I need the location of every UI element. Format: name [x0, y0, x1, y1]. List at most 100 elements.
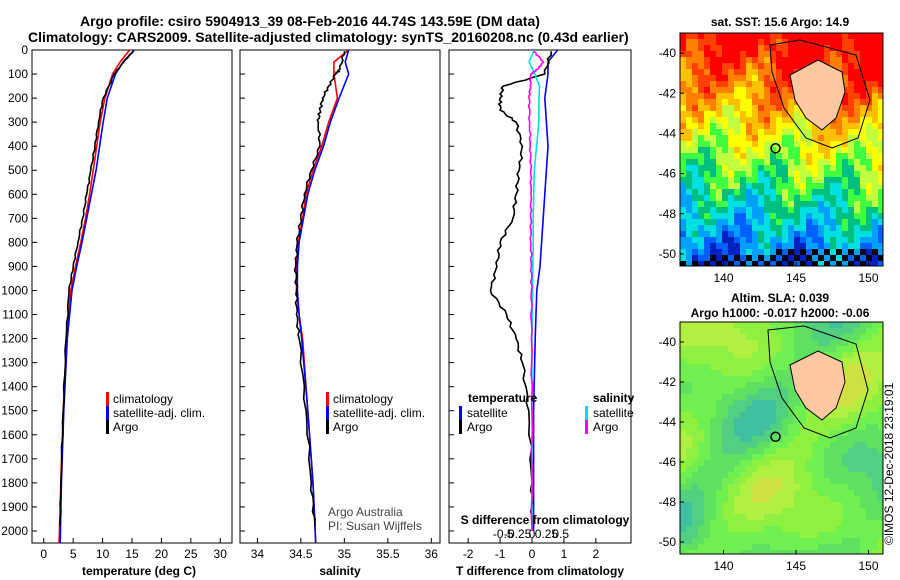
sla-cell	[692, 334, 698, 340]
sst-cell	[854, 129, 860, 135]
sst-cell	[704, 201, 710, 207]
sst-cell	[824, 219, 830, 225]
sla-cell	[680, 502, 686, 508]
sla-cell	[692, 364, 698, 370]
sst-cell	[722, 195, 728, 201]
sst-cell	[770, 129, 776, 135]
sla-cell	[692, 484, 698, 490]
sla-cell	[836, 400, 842, 406]
sla-cell	[836, 526, 842, 532]
sla-cell	[836, 340, 842, 346]
sst-cell	[806, 243, 812, 249]
sla-cell	[800, 322, 806, 328]
sst-cell	[878, 57, 883, 63]
sst-cell	[866, 165, 872, 171]
sst-cell	[710, 39, 716, 45]
sla-cell	[860, 496, 866, 502]
sst-cell	[776, 123, 782, 129]
sst-cell	[752, 111, 758, 117]
sla-cell	[782, 484, 788, 490]
sla-cell	[878, 364, 883, 370]
sst-cell	[704, 105, 710, 111]
difference-secondary-tick-label: 0	[529, 527, 536, 541]
sla-cell	[800, 496, 806, 502]
sst-cell	[824, 261, 830, 266]
sla-cell	[866, 508, 872, 514]
sla-cell	[836, 322, 842, 328]
sla-cell	[704, 514, 710, 520]
sla-cell	[860, 484, 866, 490]
sst-cell	[770, 243, 776, 249]
sla-cell	[872, 400, 878, 406]
sst-cell	[704, 165, 710, 171]
sst-cell	[728, 75, 734, 81]
salinity-x-tick-label: 35.5	[376, 547, 400, 561]
sla-cell	[872, 328, 878, 334]
sla-cell	[794, 454, 800, 460]
sla-cell	[818, 478, 824, 484]
sst-cell	[698, 255, 704, 261]
sla-cell	[764, 394, 770, 400]
sla-cell	[866, 406, 872, 412]
sla-cell	[848, 334, 854, 340]
sla-cell	[728, 388, 734, 394]
sst-cell	[836, 177, 842, 183]
sst-cell	[722, 225, 728, 231]
sla-cell	[842, 418, 848, 424]
sla-heatmap-cells	[680, 322, 883, 554]
sla-cell	[812, 550, 818, 554]
sst-cell	[854, 261, 860, 266]
sla-cell	[836, 352, 842, 358]
sla-cell	[764, 340, 770, 346]
sst-cell	[830, 39, 836, 45]
sst-cell	[818, 231, 824, 237]
sst-cell	[800, 147, 806, 153]
sla-cell	[728, 424, 734, 430]
sla-cell	[824, 550, 830, 554]
sla-cell	[788, 532, 794, 538]
sst-cell	[866, 201, 872, 207]
sla-cell	[680, 508, 686, 514]
legend-s-argo-swatch	[585, 420, 588, 434]
sla-cell	[758, 490, 764, 496]
map-x-tick-label: 150	[858, 559, 878, 573]
sla-cell	[680, 376, 686, 382]
sst-cell	[878, 87, 883, 93]
sst-cell	[740, 45, 746, 51]
sla-cell	[842, 400, 848, 406]
sst-cell	[680, 255, 686, 261]
sla-cell	[854, 412, 860, 418]
sla-cell	[806, 532, 812, 538]
sla-cell	[746, 550, 752, 554]
sla-cell	[722, 352, 728, 358]
sst-cell	[788, 183, 794, 189]
sla-cell	[872, 352, 878, 358]
sla-cell	[698, 388, 704, 394]
sst-cell	[680, 45, 686, 51]
sst-cell	[746, 141, 752, 147]
sla-cell	[698, 460, 704, 466]
credit-line1: Argo Australia	[328, 505, 403, 519]
sla-cell	[842, 532, 848, 538]
sst-cell	[818, 33, 824, 39]
sst-cell	[812, 261, 818, 266]
sst-cell	[716, 261, 722, 266]
sla-cell	[866, 430, 872, 436]
legend-climatology: climatology	[333, 392, 393, 406]
sst-cell	[836, 63, 842, 69]
sla-cell	[866, 340, 872, 346]
sst-cell	[740, 81, 746, 87]
sst-cell	[710, 231, 716, 237]
sst-cell	[860, 129, 866, 135]
sla-cell	[836, 418, 842, 424]
sst-cell	[794, 51, 800, 57]
sst-cell	[842, 183, 848, 189]
sst-cell	[728, 195, 734, 201]
sla-cell	[764, 346, 770, 352]
sst-cell	[848, 57, 854, 63]
sst-cell	[806, 165, 812, 171]
sst-cell	[812, 237, 818, 243]
sst-cell	[746, 189, 752, 195]
map-y-tick-label: -44	[659, 415, 677, 429]
series-line-Argo	[59, 50, 134, 527]
